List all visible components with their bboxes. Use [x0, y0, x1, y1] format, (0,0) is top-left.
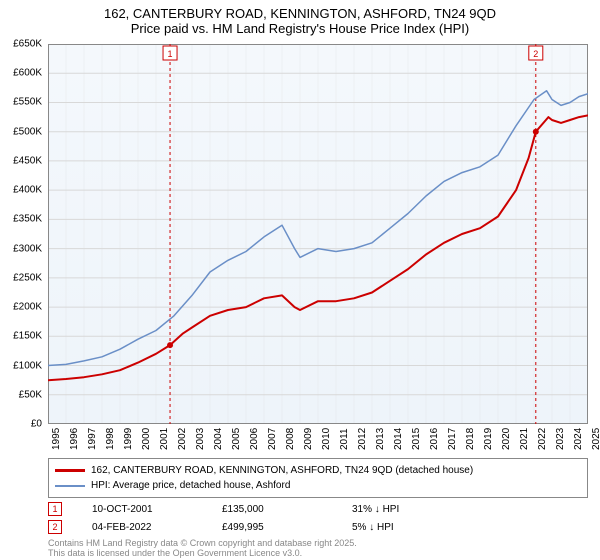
x-tick-label: 2017: [447, 428, 458, 450]
y-tick-label: £200K: [13, 302, 42, 313]
x-axis: 1995 1996 1997 1998 1999 2000 2001 2002 2003 2004…: [48, 424, 588, 454]
x-tick-label: 2016: [429, 428, 440, 450]
y-tick-label: £50K: [19, 389, 42, 400]
footer-line-1: Contains HM Land Registry data © Crown c…: [48, 538, 357, 548]
x-tick-label: 2005: [231, 428, 242, 450]
x-tick-label: 1997: [87, 428, 98, 450]
footer-line-2: This data is licensed under the Open Gov…: [48, 548, 357, 558]
x-tick-label: 2004: [213, 428, 224, 450]
x-tick-label: 1998: [105, 428, 116, 450]
x-tick-label: 2014: [393, 428, 404, 450]
x-tick-label: 2021: [519, 428, 530, 450]
marker-pct-2: 5% ↓ HPI: [352, 522, 482, 533]
legend-swatch-price-paid: [55, 469, 85, 472]
x-tick-label: 2018: [465, 428, 476, 450]
x-tick-label: 2019: [483, 428, 494, 450]
marker-badge-2: 2: [48, 520, 62, 534]
marker-pct-1: 31% ↓ HPI: [352, 504, 482, 515]
x-tick-label: 2024: [573, 428, 584, 450]
y-tick-label: £500K: [13, 126, 42, 137]
title-line-2: Price paid vs. HM Land Registry's House …: [0, 21, 600, 36]
legend-item-hpi: HPI: Average price, detached house, Ashf…: [55, 478, 581, 493]
y-tick-label: £600K: [13, 68, 42, 79]
x-tick-label: 2002: [177, 428, 188, 450]
y-tick-label: £150K: [13, 331, 42, 342]
x-tick-label: 2003: [195, 428, 206, 450]
x-tick-label: 2023: [555, 428, 566, 450]
y-tick-label: £350K: [13, 214, 42, 225]
x-tick-label: 2025: [591, 428, 600, 450]
y-tick-label: £450K: [13, 155, 42, 166]
x-tick-label: 2001: [159, 428, 170, 450]
legend: 162, CANTERBURY ROAD, KENNINGTON, ASHFOR…: [48, 458, 588, 498]
x-tick-label: 2012: [357, 428, 368, 450]
svg-text:1: 1: [168, 49, 173, 59]
marker-date-1: 10-OCT-2001: [92, 504, 222, 515]
chart-title-block: 162, CANTERBURY ROAD, KENNINGTON, ASHFOR…: [0, 0, 600, 40]
svg-text:2: 2: [533, 49, 538, 59]
chart-plot-area: 12: [48, 44, 588, 424]
x-tick-label: 2020: [501, 428, 512, 450]
x-tick-label: 2006: [249, 428, 260, 450]
x-tick-label: 2000: [141, 428, 152, 450]
footer-attribution: Contains HM Land Registry data © Crown c…: [48, 538, 357, 558]
y-tick-label: £0: [31, 419, 42, 430]
y-axis: £0£50K£100K£150K£200K£250K£300K£350K£400…: [0, 44, 46, 424]
legend-swatch-hpi: [55, 485, 85, 487]
legend-label-price-paid: 162, CANTERBURY ROAD, KENNINGTON, ASHFOR…: [91, 465, 473, 476]
marker-price-1: £135,000: [222, 504, 352, 515]
x-tick-label: 2010: [321, 428, 332, 450]
marker-badge-1: 1: [48, 502, 62, 516]
y-tick-label: £550K: [13, 97, 42, 108]
x-tick-label: 2015: [411, 428, 422, 450]
title-line-1: 162, CANTERBURY ROAD, KENNINGTON, ASHFOR…: [0, 6, 600, 21]
marker-table: 1 10-OCT-2001 £135,000 31% ↓ HPI 2 04-FE…: [48, 500, 588, 536]
x-tick-label: 2007: [267, 428, 278, 450]
x-tick-label: 2022: [537, 428, 548, 450]
marker-row-1: 1 10-OCT-2001 £135,000 31% ↓ HPI: [48, 500, 588, 518]
legend-item-price-paid: 162, CANTERBURY ROAD, KENNINGTON, ASHFOR…: [55, 463, 581, 478]
y-tick-label: £400K: [13, 185, 42, 196]
marker-price-2: £499,995: [222, 522, 352, 533]
x-tick-label: 2009: [303, 428, 314, 450]
y-tick-label: £250K: [13, 272, 42, 283]
marker-row-2: 2 04-FEB-2022 £499,995 5% ↓ HPI: [48, 518, 588, 536]
y-tick-label: £100K: [13, 360, 42, 371]
x-tick-label: 2011: [339, 428, 350, 450]
legend-label-hpi: HPI: Average price, detached house, Ashf…: [91, 480, 290, 491]
x-tick-label: 1995: [51, 428, 62, 450]
x-tick-label: 1996: [69, 428, 80, 450]
marker-date-2: 04-FEB-2022: [92, 522, 222, 533]
y-tick-label: £650K: [13, 39, 42, 50]
x-tick-label: 1999: [123, 428, 134, 450]
x-tick-label: 2008: [285, 428, 296, 450]
x-tick-label: 2013: [375, 428, 386, 450]
chart-svg: 12: [48, 44, 588, 424]
y-tick-label: £300K: [13, 243, 42, 254]
